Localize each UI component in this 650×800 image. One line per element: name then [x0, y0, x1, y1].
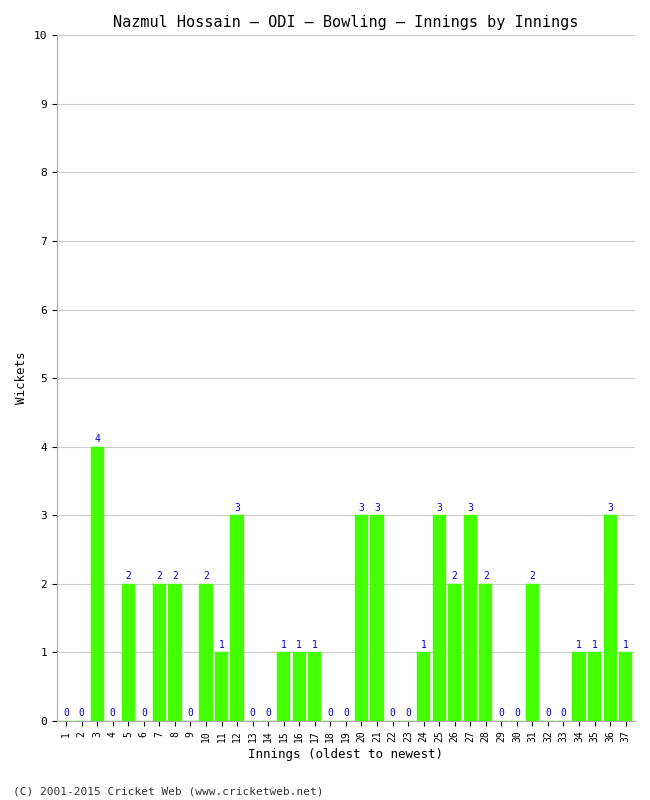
Bar	[292, 653, 306, 721]
Bar	[153, 584, 166, 721]
Text: 0: 0	[250, 708, 255, 718]
Text: 2: 2	[483, 571, 489, 581]
Bar	[231, 515, 244, 721]
Bar	[573, 653, 586, 721]
Text: 0: 0	[187, 708, 194, 718]
Bar	[168, 584, 181, 721]
Bar	[200, 584, 213, 721]
Bar	[308, 653, 321, 721]
Bar	[215, 653, 228, 721]
Text: 0: 0	[328, 708, 333, 718]
Text: 3: 3	[374, 502, 380, 513]
X-axis label: Innings (oldest to newest): Innings (oldest to newest)	[248, 748, 443, 761]
Title: Nazmul Hossain – ODI – Bowling – Innings by Innings: Nazmul Hossain – ODI – Bowling – Innings…	[113, 15, 578, 30]
Bar	[479, 584, 493, 721]
Text: 1: 1	[623, 640, 629, 650]
Text: 1: 1	[421, 640, 426, 650]
Text: 2: 2	[530, 571, 536, 581]
Text: 0: 0	[265, 708, 271, 718]
Bar	[122, 584, 135, 721]
Text: 1: 1	[281, 640, 287, 650]
Text: 2: 2	[172, 571, 178, 581]
Text: 0: 0	[63, 708, 69, 718]
Text: (C) 2001-2015 Cricket Web (www.cricketweb.net): (C) 2001-2015 Cricket Web (www.cricketwe…	[13, 786, 324, 796]
Text: 0: 0	[499, 708, 504, 718]
Text: 2: 2	[125, 571, 131, 581]
Text: 3: 3	[607, 502, 613, 513]
Y-axis label: Wickets: Wickets	[15, 352, 28, 405]
Text: 0: 0	[545, 708, 551, 718]
Text: 0: 0	[405, 708, 411, 718]
Bar	[463, 515, 477, 721]
Bar	[448, 584, 462, 721]
Text: 2: 2	[452, 571, 458, 581]
Bar	[603, 515, 617, 721]
Text: 1: 1	[218, 640, 224, 650]
Text: 0: 0	[79, 708, 84, 718]
Text: 0: 0	[514, 708, 520, 718]
Text: 0: 0	[343, 708, 349, 718]
Text: 1: 1	[576, 640, 582, 650]
Text: 3: 3	[467, 502, 473, 513]
Bar	[526, 584, 539, 721]
Text: 2: 2	[157, 571, 162, 581]
Text: 0: 0	[389, 708, 395, 718]
Text: 1: 1	[296, 640, 302, 650]
Text: 3: 3	[234, 502, 240, 513]
Bar	[355, 515, 368, 721]
Bar	[432, 515, 446, 721]
Text: 4: 4	[94, 434, 100, 444]
Text: 1: 1	[592, 640, 597, 650]
Text: 3: 3	[359, 502, 365, 513]
Text: 3: 3	[436, 502, 442, 513]
Text: 0: 0	[560, 708, 566, 718]
Bar	[90, 446, 104, 721]
Text: 0: 0	[110, 708, 116, 718]
Bar	[588, 653, 601, 721]
Bar	[370, 515, 383, 721]
Text: 2: 2	[203, 571, 209, 581]
Text: 0: 0	[141, 708, 147, 718]
Text: 1: 1	[312, 640, 318, 650]
Bar	[277, 653, 291, 721]
Bar	[619, 653, 632, 721]
Bar	[417, 653, 430, 721]
